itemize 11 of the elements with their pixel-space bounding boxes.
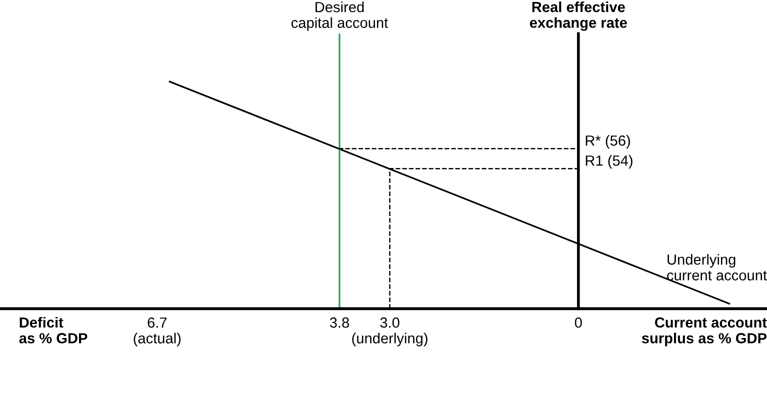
x-axis-title: Current account surplus as % GDP bbox=[642, 317, 767, 346]
x-tick-label: 3.8 bbox=[330, 317, 349, 328]
x-tick-label: 3.0 (underlying) bbox=[352, 317, 428, 346]
x-tick-label: 6.7 (actual) bbox=[134, 317, 181, 346]
text: Deficit as % GDP bbox=[19, 316, 88, 344]
x-tick-label: 0 bbox=[574, 317, 582, 328]
y-axis-title: Real effective exchange rate bbox=[530, 1, 627, 31]
ref-line-label: Desired capital account bbox=[291, 2, 388, 31]
ref-line-label: R1 (54) bbox=[586, 155, 632, 169]
series-label: Underlying current account bbox=[667, 254, 767, 280]
ref-line-label: R* (56) bbox=[586, 135, 630, 149]
